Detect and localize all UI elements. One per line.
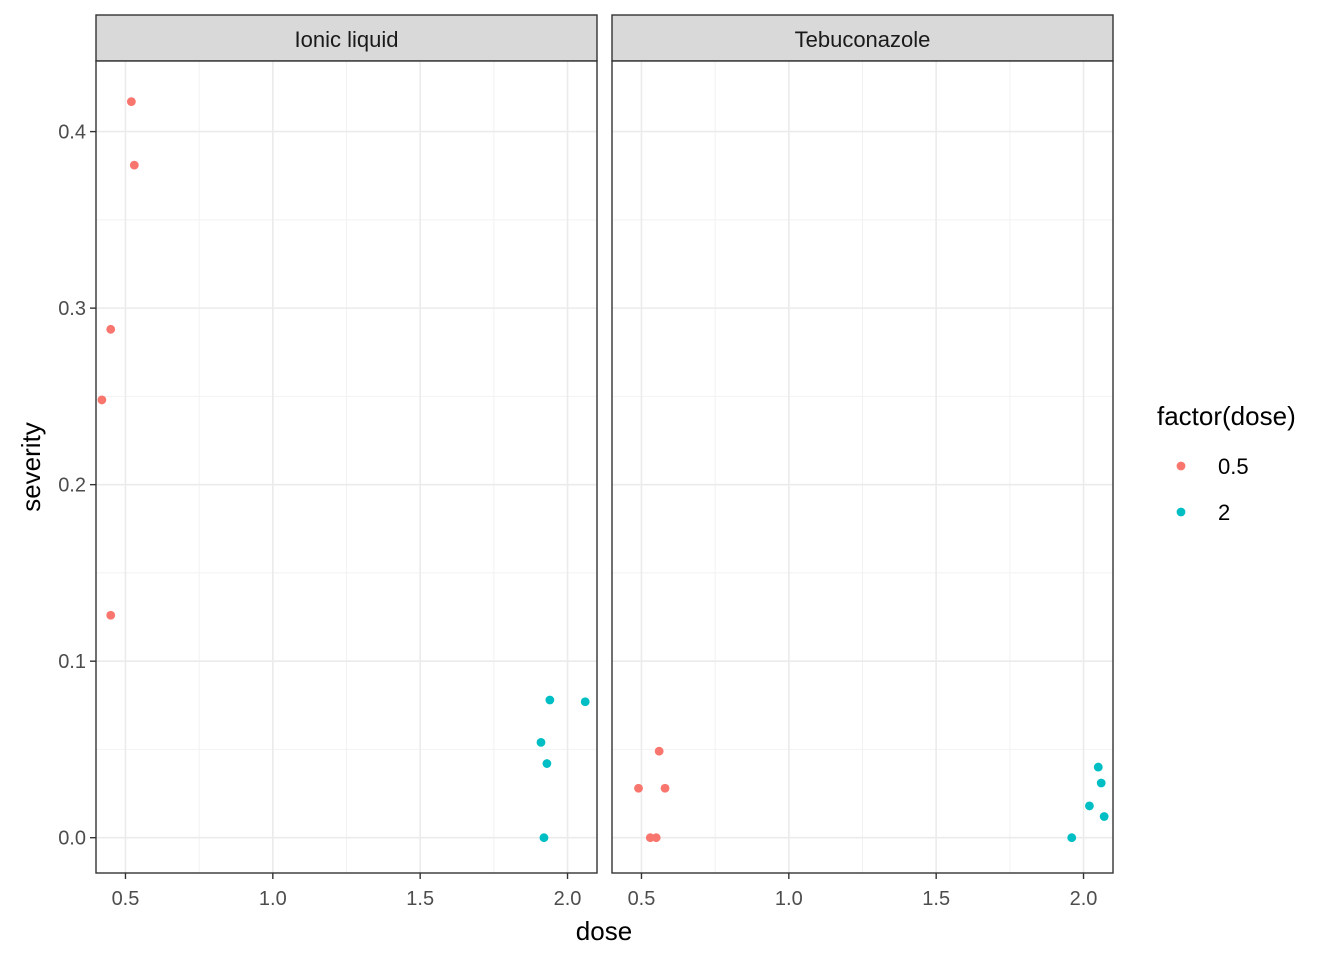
facet-panel: Ionic liquid 0.5 1.0 1.5 2.0 [95,14,598,910]
data-point [1093,762,1103,772]
y-axis-title: severity [16,422,46,512]
x-tick-label: 2.0 [1070,888,1098,910]
x-tick-label: 1.0 [259,888,287,910]
y-tick-label: 0.2 [58,475,86,497]
y-tick-label: 0.4 [58,122,86,144]
data-point [651,833,661,843]
data-point [97,395,107,405]
data-point [634,783,643,793]
facet-strip [95,14,598,62]
x-tick-label: 0.5 [112,888,140,910]
y-tick-label: 0.0 [58,828,86,850]
data-point [1085,801,1094,811]
facet-strip [611,14,1114,62]
facet-strip-label: Tebuconazole [795,27,931,52]
data-point [1096,778,1106,788]
data-point [106,324,116,334]
x-tick-label: 1.5 [922,888,950,910]
data-point [1099,812,1109,821]
legend-title: factor(dose) [1157,401,1296,431]
data-point [660,783,670,793]
data-point [545,695,555,705]
facet-panels: Ionic liquid 0.5 1.0 1.5 2.0 Tebuconazole 0.5 1… [95,14,1114,910]
y-tick-label: 0.1 [58,651,86,673]
legend-label: 0.5 [1218,454,1249,479]
data-point [542,759,552,768]
x-axis-title: dose [576,916,632,946]
legend-key [1176,507,1186,517]
data-point [539,833,549,843]
data-point [654,746,664,756]
x-tick-label: 1.5 [406,888,434,910]
x-tick-label: 1.0 [775,888,803,910]
data-point [536,737,546,747]
data-point [129,160,139,170]
facet-strip-label: Ionic liquid [295,27,399,52]
panel-border [95,60,598,874]
data-point [580,697,590,707]
legend: factor(dose) 0.5 2 [1157,401,1296,525]
legend-key [1176,461,1186,471]
legend-label: 2 [1218,500,1230,525]
data-point [1067,833,1077,843]
facet-panel: Tebuconazole 0.5 1.0 1.5 2.0 [611,14,1114,910]
panel-border [611,60,1114,874]
x-tick-label: 2.0 [554,888,582,910]
x-tick-label: 0.5 [628,888,656,910]
data-point [106,610,116,620]
y-axis: 0.0 0.1 0.2 0.3 0.4 [58,122,96,850]
data-point [126,97,136,106]
y-tick-label: 0.3 [58,298,86,320]
